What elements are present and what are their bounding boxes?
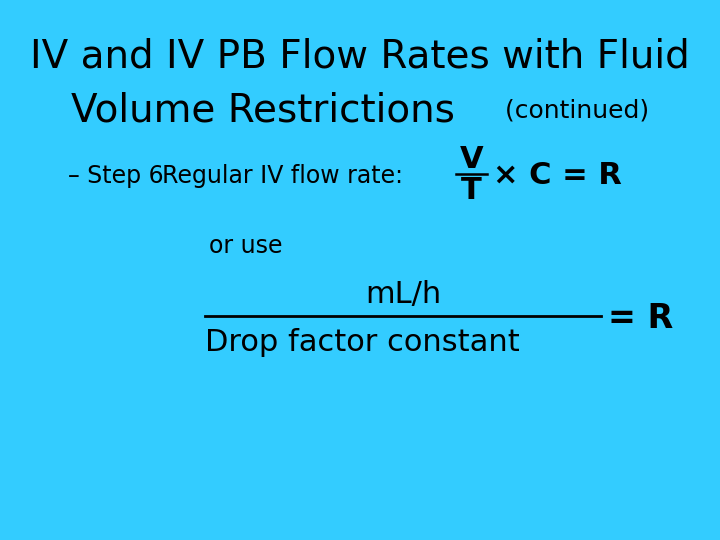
Text: V: V (460, 145, 483, 174)
Text: – Step 6: – Step 6 (68, 164, 164, 187)
Text: = R: = R (608, 302, 674, 335)
Text: IV and IV PB Flow Rates with Fluid: IV and IV PB Flow Rates with Fluid (30, 38, 690, 76)
Text: Drop factor constant: Drop factor constant (205, 328, 520, 357)
Text: (continued): (continued) (497, 99, 649, 123)
Text: Regular IV flow rate:: Regular IV flow rate: (162, 164, 403, 187)
Text: × C = R: × C = R (493, 161, 622, 190)
Text: T: T (462, 176, 482, 205)
Text: or use: or use (209, 234, 282, 258)
Text: mL/h: mL/h (365, 280, 441, 309)
Text: Volume Restrictions: Volume Restrictions (71, 92, 455, 130)
